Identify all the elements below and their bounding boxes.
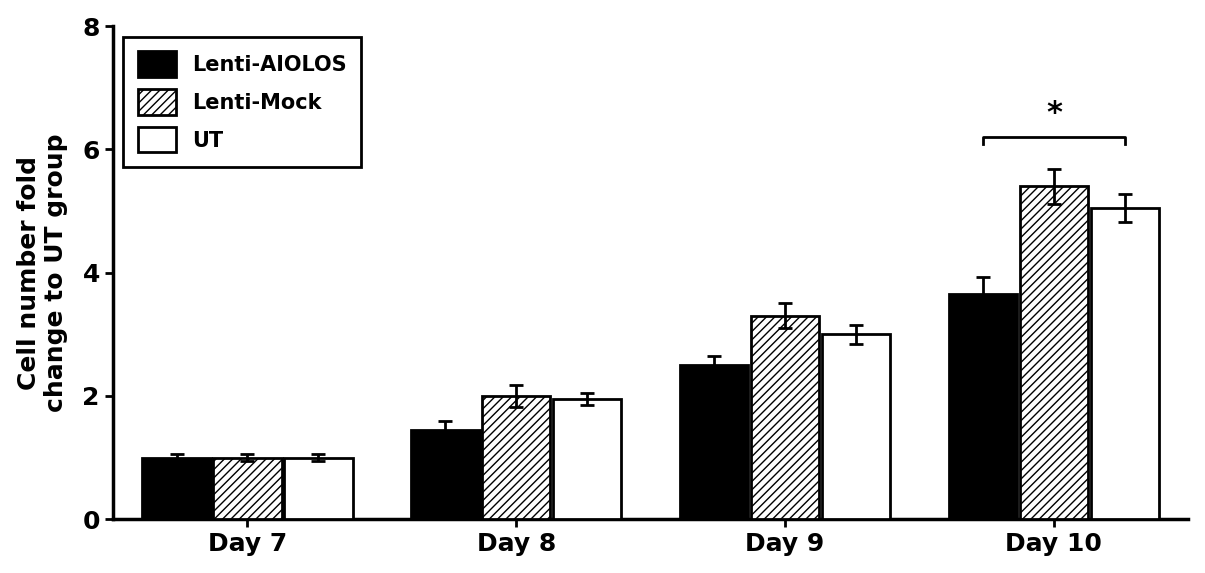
Bar (142, 457, 211, 519)
Bar (553, 399, 622, 519)
Bar (948, 294, 1017, 519)
Text: *: * (1046, 99, 1062, 128)
Bar (751, 316, 819, 519)
Bar (284, 457, 353, 519)
Legend: Lenti-AIOLOS, Lenti-Mock, UT: Lenti-AIOLOS, Lenti-Mock, UT (123, 37, 362, 167)
Bar (482, 396, 551, 519)
Bar (822, 334, 890, 519)
Bar (213, 457, 282, 519)
Bar (680, 365, 748, 519)
Y-axis label: Cell number fold
change to UT group: Cell number fold change to UT group (17, 134, 69, 412)
Bar (411, 430, 480, 519)
Bar (1091, 208, 1159, 519)
Bar (1019, 186, 1088, 519)
